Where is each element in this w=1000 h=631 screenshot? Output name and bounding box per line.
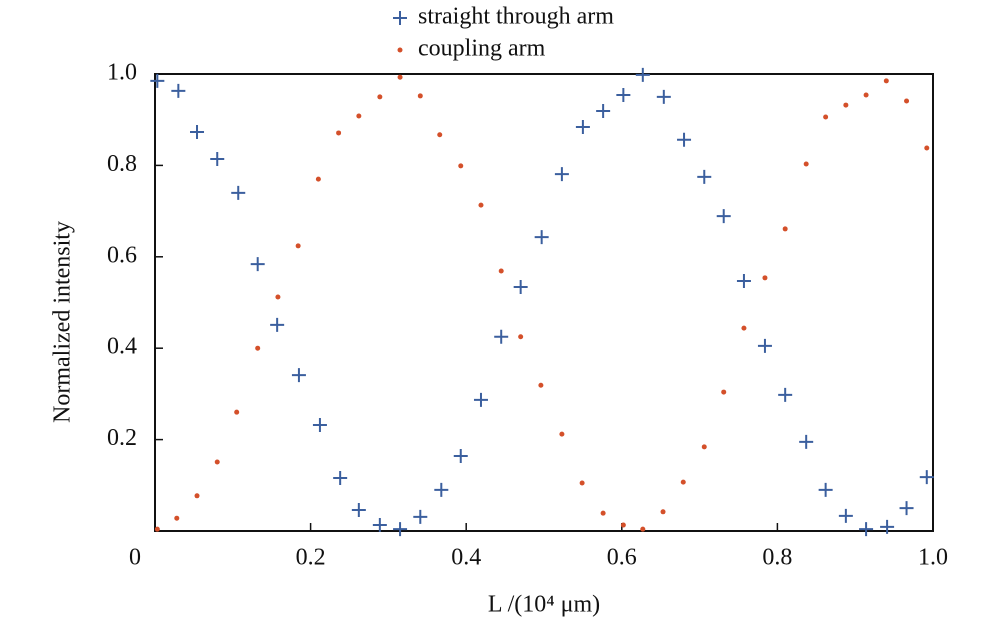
plus-marker [635,67,650,82]
dot-marker [680,479,686,485]
dot-marker [234,409,240,415]
dot-marker [336,130,342,136]
plus-marker [616,88,631,103]
plus-marker [656,89,671,104]
dot-marker [377,94,383,100]
plus-marker [534,230,549,245]
dot-marker [437,132,443,138]
dot-marker [559,431,565,437]
plus-marker [333,470,348,485]
plus-marker [434,482,449,497]
dot-marker [397,74,403,80]
y-tick-label: 0.8 [107,151,137,177]
plus-marker [150,73,165,88]
plus-marker [494,329,509,344]
plus-marker [899,501,914,516]
plus-marker [270,317,285,332]
dot-marker [458,163,464,169]
legend-marker [393,11,407,25]
plus-marker [716,209,731,224]
dot-marker [904,98,910,104]
dot-marker [803,161,809,167]
dot-marker [154,526,160,532]
dot-marker [315,176,321,182]
plus-marker [250,257,265,272]
plus-marker [210,152,225,167]
plus-marker [919,470,934,485]
plus-marker [757,338,772,353]
dot-marker [295,243,301,249]
x-tick-label: 0.2 [296,545,326,571]
plus-marker [231,185,246,200]
dot-marker [823,114,829,120]
dot-marker [620,522,626,528]
plus-marker [859,522,874,537]
dot-marker [741,325,747,331]
dot-marker [843,102,849,108]
dot-marker [518,334,524,340]
y-axis-label: Normalized intensity [50,221,76,423]
plus-marker [190,125,205,140]
x-tick-label: 0.6 [607,545,637,571]
plus-marker [453,449,468,464]
legend-marker [397,47,403,53]
y-tick-label: 1.0 [107,60,137,86]
dot-marker [538,382,544,388]
dot-marker [721,389,727,395]
dot-marker [194,493,200,499]
plus-marker [799,434,814,449]
legend-label: straight through arm [418,4,614,30]
dot-marker [498,268,504,274]
dot-marker [174,515,180,521]
plus-marker [838,508,853,523]
dot-marker [924,145,930,151]
plot-frame [154,73,934,532]
legend-label: coupling arm [418,36,546,62]
plus-marker [880,519,895,534]
dot-marker [600,510,606,516]
dot-marker [660,509,666,515]
dot-marker [863,92,869,98]
y-tick-label: 0.4 [107,334,137,360]
plus-marker [413,509,428,524]
dot-marker [417,93,423,99]
plus-marker [291,368,306,383]
plus-marker [312,417,327,432]
plus-marker [513,279,528,294]
x-tick-label: 0.8 [762,545,792,571]
dot-marker [214,459,220,465]
plus-marker [473,392,488,407]
dot-marker [640,526,646,532]
plus-marker [778,387,793,402]
dot-marker [255,345,261,351]
x-tick-label: 1.0 [918,545,948,571]
plus-marker [575,120,590,135]
plus-marker [736,274,751,289]
y-tick-label: 0.2 [107,425,137,451]
x-axis-label: L /(10⁴ μm) [488,592,600,618]
plus-marker [554,167,569,182]
dot-marker [701,444,707,450]
dot-marker [478,202,484,208]
dot-marker [579,480,585,486]
dot-marker [883,78,889,84]
dot-marker [782,226,788,232]
y-tick-label: 0.6 [107,242,137,268]
plus-marker [351,502,366,517]
plus-marker [596,104,611,119]
x-tick-label: 0.4 [451,545,481,571]
plus-marker [372,518,387,533]
plus-marker [677,132,692,147]
plus-marker [818,482,833,497]
plus-marker [171,83,186,98]
dot-marker [275,294,281,300]
dot-marker [762,275,768,281]
x-tick-label: 0 [129,545,141,571]
plus-marker [697,169,712,184]
plus-marker [393,522,408,537]
dot-marker [356,113,362,119]
